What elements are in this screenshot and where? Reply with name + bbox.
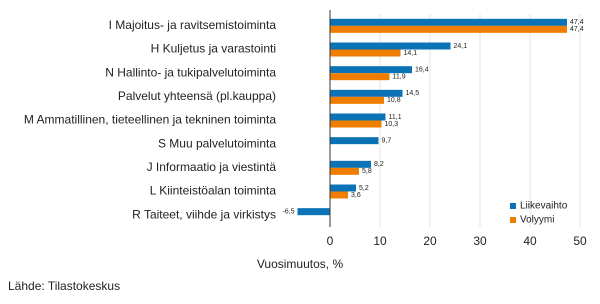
legend-label: Liikevaihto — [520, 201, 568, 212]
y-tick-label: N Hallinto- ja tukipalvelutoiminta — [105, 65, 276, 79]
y-tick-label: J Informaatio ja viestintä — [147, 160, 277, 174]
bar — [330, 184, 356, 192]
y-tick-label: S Muu palvelutoiminta — [158, 136, 276, 150]
bar — [330, 167, 359, 175]
legend-label: Volyymi — [520, 215, 554, 226]
value-label: 8,2 — [374, 161, 384, 168]
bar — [330, 96, 384, 104]
value-label: 5,2 — [359, 185, 369, 192]
value-label: 24,1 — [454, 43, 468, 50]
value-label: 14,5 — [406, 90, 420, 97]
source: Lähde: Tilastokeskus — [8, 279, 120, 293]
legend-swatch — [510, 203, 516, 209]
bar — [330, 120, 382, 128]
bar — [330, 137, 379, 145]
value-label: 11,9 — [393, 74, 406, 81]
x-tick-label: 10 — [373, 234, 387, 248]
x-tick-label: 0 — [327, 234, 334, 248]
x-axis-label: Vuosimuutos, % — [257, 257, 344, 271]
value-label: 11,1 — [389, 114, 402, 121]
bar — [330, 73, 390, 81]
value-label: 47,4 — [570, 19, 584, 26]
value-label: 10,8 — [387, 97, 401, 104]
bar — [330, 191, 348, 199]
x-tick-label: 40 — [523, 234, 537, 248]
x-tick-label: 30 — [473, 234, 487, 248]
y-tick-label: M Ammatillinen, tieteellinen ja tekninen… — [24, 113, 276, 127]
value-label: 5,8 — [362, 168, 372, 175]
bar — [330, 89, 403, 97]
bar — [330, 49, 401, 57]
value-label: 16,4 — [415, 67, 429, 74]
bar — [330, 25, 567, 33]
y-tick-label: H Kuljetus ja varastointi — [151, 42, 276, 56]
value-label: 10,3 — [385, 121, 399, 128]
y-tick-label: Palvelut yhteensä (pl.kauppa) — [118, 89, 276, 103]
bar — [330, 18, 567, 26]
value-label: 3,6 — [351, 192, 361, 199]
x-tick-label: 20 — [423, 234, 437, 248]
x-tick-label: 50 — [573, 234, 587, 248]
bar — [330, 160, 371, 168]
y-tick-label: L Kiinteistöalan toiminta — [150, 184, 277, 198]
value-label: -6,5 — [282, 209, 294, 216]
value-label: 14,1 — [404, 50, 418, 57]
bar — [330, 113, 386, 121]
y-tick-label: R Taiteet, viihde ja virkistys — [132, 207, 276, 221]
value-label: 47,4 — [570, 26, 584, 33]
bar — [330, 42, 451, 50]
bar — [330, 66, 412, 74]
value-label: 9,7 — [382, 138, 392, 145]
y-tick-label: I Majoitus- ja ravitsemistoiminta — [109, 18, 277, 32]
legend-swatch — [510, 217, 516, 223]
bar — [297, 208, 330, 216]
